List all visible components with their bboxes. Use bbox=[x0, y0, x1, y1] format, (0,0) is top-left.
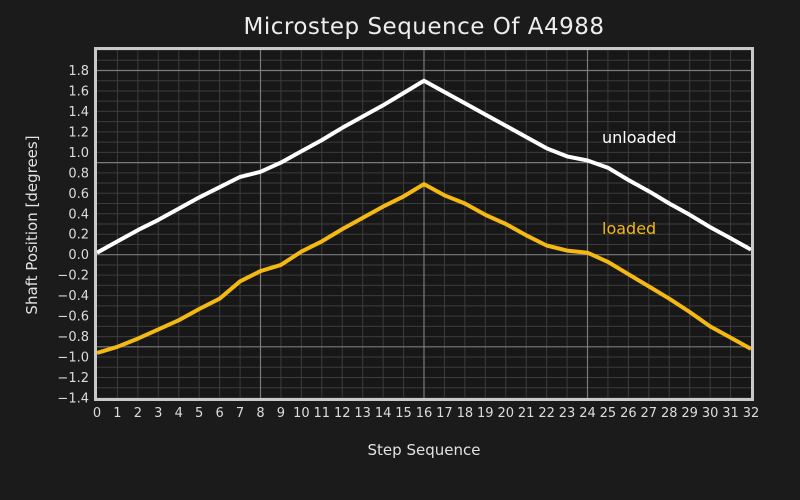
x-tick-label: 7 bbox=[236, 406, 244, 421]
y-tick-label: −0.8 bbox=[57, 330, 89, 345]
x-tick-label: 32 bbox=[743, 406, 760, 421]
x-tick-label: 16 bbox=[416, 406, 433, 421]
y-tick-label: 0.6 bbox=[68, 187, 89, 202]
x-tick-label: 11 bbox=[314, 406, 331, 421]
y-tick-label: 0.2 bbox=[68, 228, 89, 243]
x-tick-label: 2 bbox=[134, 406, 142, 421]
x-tick-label: 21 bbox=[518, 406, 535, 421]
x-tick-label: 17 bbox=[436, 406, 453, 421]
series-label-loaded: loaded bbox=[602, 219, 657, 238]
x-tick-label: 29 bbox=[681, 406, 698, 421]
y-tick-label: −0.2 bbox=[57, 269, 89, 284]
y-tick-label: −0.4 bbox=[57, 289, 89, 304]
x-tick-label: 14 bbox=[375, 406, 392, 421]
y-tick-label: 1.8 bbox=[68, 64, 89, 79]
x-tick-label: 31 bbox=[722, 406, 739, 421]
plot-frame bbox=[94, 47, 754, 401]
x-tick-label: 3 bbox=[154, 406, 162, 421]
y-tick-label: 0.4 bbox=[68, 207, 89, 222]
x-tick-label: 13 bbox=[354, 406, 371, 421]
x-tick-label: 5 bbox=[195, 406, 203, 421]
x-tick-label: 19 bbox=[477, 406, 494, 421]
y-tick-label: 0.8 bbox=[68, 166, 89, 181]
y-tick-label: −1.0 bbox=[57, 351, 89, 366]
y-tick-label: −1.4 bbox=[57, 392, 89, 407]
x-tick-label: 25 bbox=[600, 406, 617, 421]
y-tick-label: 1.0 bbox=[68, 146, 89, 161]
x-tick-label: 18 bbox=[457, 406, 474, 421]
x-tick-label: 20 bbox=[497, 406, 514, 421]
y-tick-label: 1.6 bbox=[68, 84, 89, 99]
x-axis-label: Step Sequence bbox=[367, 441, 481, 459]
x-tick-label: 24 bbox=[579, 406, 596, 421]
y-tick-label: 0.0 bbox=[68, 248, 89, 263]
y-tick-label: 1.2 bbox=[68, 125, 89, 140]
y-tick-label: −0.6 bbox=[57, 310, 89, 325]
x-tick-label: 15 bbox=[395, 406, 412, 421]
x-tick-label: 12 bbox=[334, 406, 351, 421]
series-line-loaded bbox=[97, 182, 751, 355]
y-tick-label: −1.2 bbox=[57, 371, 89, 386]
x-tick-label: 10 bbox=[293, 406, 310, 421]
series-label-unloaded: unloaded bbox=[602, 128, 677, 147]
x-tick-label: 30 bbox=[702, 406, 719, 421]
chart-title: Microstep Sequence Of A4988 bbox=[243, 14, 605, 40]
x-tick-label: 4 bbox=[175, 406, 183, 421]
x-tick-label: 9 bbox=[277, 406, 285, 421]
x-tick-label: 27 bbox=[641, 406, 658, 421]
x-tick-label: 1 bbox=[113, 406, 121, 421]
x-tick-label: 0 bbox=[93, 406, 101, 421]
x-tick-label: 22 bbox=[538, 406, 555, 421]
x-tick-label: 8 bbox=[256, 406, 264, 421]
x-tick-label: 23 bbox=[559, 406, 576, 421]
series-line-unloaded bbox=[97, 78, 751, 255]
y-tick-label: 1.4 bbox=[68, 105, 89, 120]
y-axis-label: Shaft Position [degrees] bbox=[23, 135, 41, 315]
x-tick-label: 6 bbox=[215, 406, 223, 421]
x-tick-label: 26 bbox=[620, 406, 637, 421]
x-tick-label: 28 bbox=[661, 406, 678, 421]
